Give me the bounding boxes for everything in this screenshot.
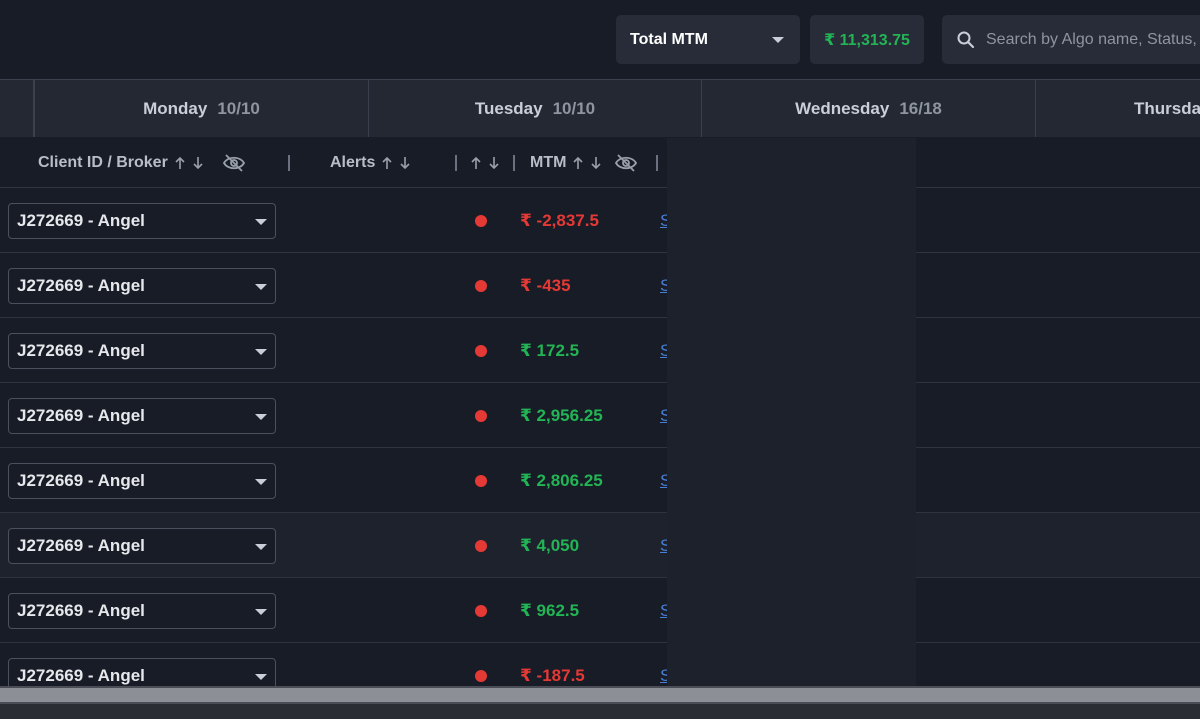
client-broker-label: J272669 - Angel	[17, 536, 145, 555]
client-broker-label: J272669 - Angel	[17, 211, 145, 230]
mtm-value: ₹ 2,956.25	[520, 405, 603, 425]
mtm-type-label: Total MTM	[630, 30, 708, 48]
row-link[interactable]: S	[660, 275, 672, 295]
chevron-down-icon	[255, 284, 267, 290]
mtm-type-select[interactable]: Total MTM	[616, 15, 800, 64]
table-row: J272669 - Angel ₹ -2,837.5 S	[0, 188, 1200, 253]
row-link[interactable]: S	[660, 535, 672, 555]
row-link[interactable]: S	[660, 470, 672, 490]
chevron-down-icon	[255, 609, 267, 615]
table-row: J272669 - Angel ₹ 172.5 S	[0, 318, 1200, 383]
eye-off-icon[interactable]	[222, 153, 246, 173]
day-name: Wednesday	[795, 98, 890, 118]
chevron-down-icon	[255, 414, 267, 420]
day-name: Thursday	[1134, 98, 1200, 118]
scrollbar-thumb[interactable]	[0, 688, 1200, 702]
search-box[interactable]	[942, 15, 1200, 64]
blank-panel	[667, 138, 916, 694]
table-row: J272669 - Angel ₹ 2,956.25 S	[0, 383, 1200, 448]
tab-wednesday[interactable]: Wednesday 16/18	[701, 79, 1036, 137]
row-link[interactable]: S	[660, 405, 672, 425]
client-broker-select[interactable]: J272669 - Angel	[8, 463, 276, 499]
chevron-down-icon	[255, 544, 267, 550]
mtm-value: ₹ 4,050	[520, 535, 580, 555]
day-name: Tuesday	[474, 98, 543, 118]
search-input[interactable]	[984, 29, 1200, 50]
table-row: J272669 - Angel ₹ 962.5 S	[0, 578, 1200, 643]
client-broker-label: J272669 - Angel	[17, 276, 145, 295]
day-count: 10/10	[552, 98, 596, 118]
status-dot	[475, 410, 487, 422]
sort-arrows-icon[interactable]	[381, 155, 417, 171]
column-status-sort[interactable]	[470, 138, 506, 188]
table-row: J272669 - Angel ₹ -435 S	[0, 253, 1200, 318]
column-divider[interactable]	[455, 155, 457, 171]
sort-arrows-icon[interactable]	[174, 155, 210, 171]
status-dot	[475, 670, 487, 682]
chevron-down-icon	[255, 674, 267, 680]
table-row: J272669 - Angel ₹ 4,050 S	[0, 513, 1200, 578]
status-dot	[475, 345, 487, 357]
column-divider[interactable]	[513, 155, 515, 171]
status-dot	[475, 215, 487, 227]
client-broker-label: J272669 - Angel	[17, 601, 145, 620]
column-alerts[interactable]: Alerts	[330, 138, 417, 188]
mtm-value: ₹ 172.5	[520, 340, 580, 360]
status-dot	[475, 540, 487, 552]
tab-monday[interactable]: Monday 10/10	[34, 79, 369, 137]
row-link[interactable]: S	[660, 340, 672, 360]
mtm-value: ₹ 962.5	[520, 600, 580, 620]
table-row: J272669 - Angel ₹ 2,806.25 S	[0, 448, 1200, 513]
column-client-label: Client ID / Broker	[38, 154, 168, 171]
status-dot	[475, 605, 487, 617]
day-count: 10/10	[217, 98, 260, 118]
status-dot	[475, 475, 487, 487]
chevron-down-icon	[255, 349, 267, 355]
bottom-strip	[0, 704, 1200, 719]
mtm-value: ₹ -187.5	[520, 665, 585, 685]
client-broker-select[interactable]: J272669 - Angel	[8, 593, 276, 629]
mtm-value: ₹ -435	[520, 275, 571, 295]
chevron-down-icon	[255, 479, 267, 485]
client-broker-select[interactable]: J272669 - Angel	[8, 203, 276, 239]
day-tabs: Monday 10/10 Tuesday 10/10 Wednesday 16/…	[0, 79, 1200, 138]
status-dot	[475, 280, 487, 292]
total-mtm-value: ₹ 11,313.75	[810, 15, 924, 64]
mtm-value: ₹ -2,837.5	[520, 210, 599, 230]
day-count: 16/18	[899, 98, 942, 118]
column-mtm-label: MTM	[530, 154, 567, 171]
column-divider[interactable]	[288, 155, 290, 171]
chevron-down-icon	[255, 219, 267, 225]
sort-arrows-icon[interactable]	[470, 155, 506, 171]
top-bar: Total MTM ₹ 11,313.75	[0, 0, 1200, 79]
client-broker-label: J272669 - Angel	[17, 406, 145, 425]
tab-thursday[interactable]: Thursday	[1035, 79, 1200, 137]
column-mtm[interactable]: MTM	[530, 138, 638, 188]
tab-tuesday[interactable]: Tuesday 10/10	[368, 79, 702, 137]
column-alerts-label: Alerts	[330, 154, 376, 171]
day-tab-partial[interactable]	[0, 79, 34, 137]
row-link[interactable]: S	[660, 665, 672, 685]
horizontal-scrollbar[interactable]	[0, 686, 1200, 704]
search-icon	[957, 31, 975, 48]
client-broker-label: J272669 - Angel	[17, 471, 145, 490]
client-broker-select[interactable]: J272669 - Angel	[8, 268, 276, 304]
row-link[interactable]: S	[660, 210, 672, 230]
mtm-value: ₹ 2,806.25	[520, 470, 603, 490]
chevron-down-icon	[772, 37, 784, 43]
day-name: Monday	[143, 98, 208, 118]
client-broker-select[interactable]: J272669 - Angel	[8, 333, 276, 369]
client-broker-label: J272669 - Angel	[17, 666, 145, 685]
eye-off-icon[interactable]	[614, 153, 638, 173]
column-divider[interactable]	[656, 155, 658, 171]
client-broker-label: J272669 - Angel	[17, 341, 145, 360]
column-client[interactable]: Client ID / Broker	[38, 138, 246, 188]
client-broker-select[interactable]: J272669 - Angel	[8, 528, 276, 564]
table-header: Client ID / Broker Alerts MTM	[0, 138, 1200, 188]
client-broker-select[interactable]: J272669 - Angel	[8, 398, 276, 434]
sort-arrows-icon[interactable]	[572, 155, 608, 171]
row-link[interactable]: S	[660, 600, 672, 620]
